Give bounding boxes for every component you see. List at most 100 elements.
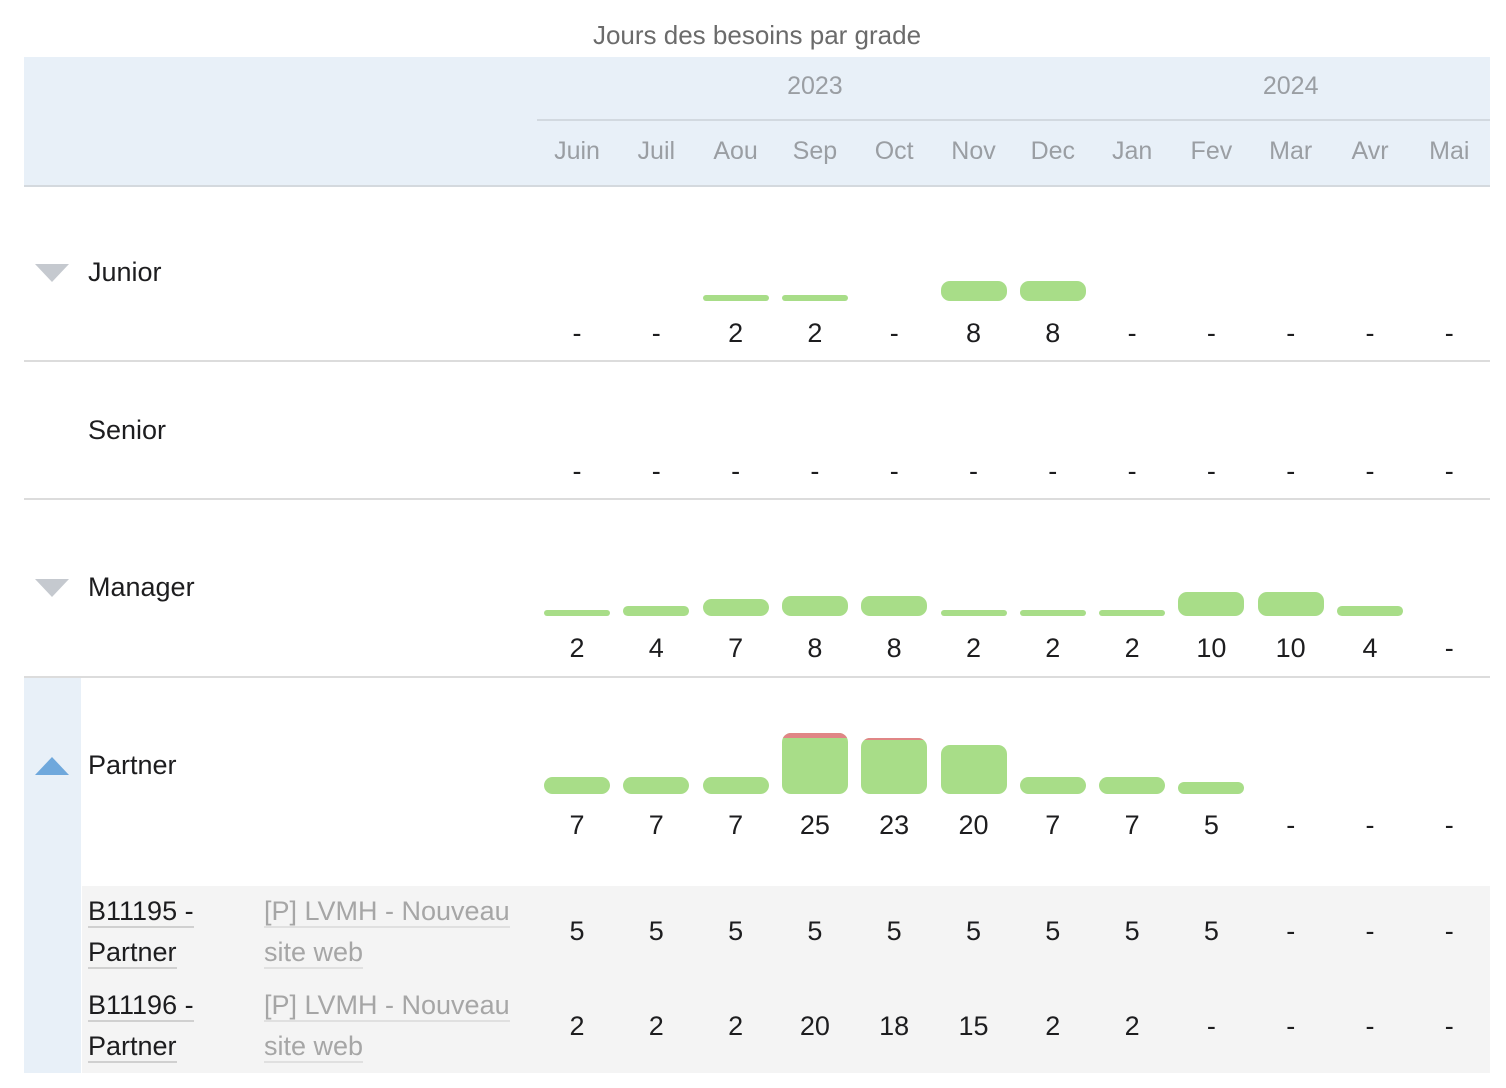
month-label: Dec	[1030, 137, 1076, 165]
value-label: 7	[728, 633, 744, 663]
value-label: -	[1365, 810, 1375, 840]
value-label: -	[572, 318, 582, 348]
subrow-value-label: -	[1444, 1011, 1454, 1041]
subrow-id-line1: B11195 -	[88, 896, 194, 928]
value-label: 10	[1275, 633, 1306, 663]
value-label: 25	[799, 810, 830, 840]
bar-manager-sep[interactable]	[781, 596, 848, 616]
subrow-id-b11195[interactable]: B11195 - Partner	[88, 891, 198, 973]
value-label: -	[1444, 318, 1454, 348]
month-label: Jan	[1111, 137, 1153, 165]
over-capacity-segment	[781, 732, 848, 738]
bar-partner-jan[interactable]	[1099, 776, 1166, 794]
value-label: 8	[807, 633, 823, 663]
subrow-project-link[interactable]: [P] LVMH - Nouveau site web	[264, 985, 532, 1067]
bar-partner-juil[interactable]	[623, 776, 690, 794]
value-label: 8	[965, 318, 982, 348]
value-label: -	[651, 318, 661, 348]
subrow-value-label: -	[1365, 1011, 1375, 1041]
value-label: 23	[879, 810, 910, 840]
bar-manager-nov[interactable]	[940, 610, 1007, 616]
subrow-value-label: 5	[728, 916, 744, 946]
subrow-value-label: 5	[1124, 916, 1140, 946]
value-label: -	[1286, 456, 1296, 486]
subrow-id-b11196[interactable]: B11196 - Partner	[88, 985, 198, 1067]
timeline-header	[24, 57, 1490, 187]
value-label: -	[889, 318, 899, 348]
row-divider	[24, 360, 1490, 362]
subrow-value-label: 5	[965, 916, 982, 946]
subrow-id-line2: Partner	[88, 1031, 177, 1063]
value-label: -	[1444, 456, 1454, 486]
bar-manager-dec[interactable]	[1019, 610, 1086, 616]
subrow-value-label: 2	[728, 1011, 744, 1041]
bar-manager-juin[interactable]	[544, 610, 610, 616]
subrow-value-label: 5	[569, 916, 585, 946]
bar-manager-jan[interactable]	[1099, 610, 1166, 616]
value-label: -	[1444, 810, 1454, 840]
value-label: 4	[1362, 633, 1378, 663]
value-label: -	[1206, 456, 1216, 486]
collapse-partner-icon[interactable]	[35, 757, 69, 775]
expanded-group-indicator	[24, 677, 81, 1073]
month-label: Juin	[554, 137, 600, 165]
subrow-value-label: 5	[886, 916, 902, 946]
bar-manager-avr[interactable]	[1337, 606, 1403, 616]
bar-junior-sep[interactable]	[781, 295, 848, 301]
chart-title: Jours des besoins par grade	[592, 20, 922, 50]
month-label: Aou	[713, 137, 758, 165]
row-divider	[24, 498, 1490, 500]
grade-label-manager: Manager	[88, 572, 195, 602]
year-label: 2023	[787, 72, 843, 100]
subrow-project-link[interactable]: [P] LVMH - Nouveau site web	[264, 891, 532, 973]
value-label: -	[889, 456, 899, 486]
value-label: -	[969, 456, 978, 486]
value-label: -	[1127, 318, 1137, 348]
year-label: 2024	[1262, 72, 1319, 100]
subrow-project-line1: [P] LVMH - Nouveau	[264, 990, 510, 1022]
bar-manager-fev[interactable]	[1178, 591, 1245, 616]
bar-partner-fev[interactable]	[1178, 781, 1245, 794]
bar-manager-juil[interactable]	[623, 606, 690, 616]
over-capacity-segment	[861, 737, 928, 741]
value-label: 2	[1045, 633, 1061, 663]
value-label: -	[1286, 318, 1296, 348]
value-label: 20	[958, 810, 989, 840]
bar-manager-oct[interactable]	[861, 596, 928, 616]
value-label: 7	[569, 810, 585, 840]
bar-partner-sep[interactable]	[781, 732, 848, 794]
bar-manager-mar[interactable]	[1257, 591, 1324, 616]
bar-junior-aou[interactable]	[702, 295, 769, 301]
bar-partner-aou[interactable]	[702, 776, 769, 794]
grade-label-junior: Junior	[88, 257, 162, 287]
subrow-value-label: -	[1286, 916, 1296, 946]
subrow-project-line2: site web	[264, 1031, 364, 1063]
value-label: 2	[728, 318, 744, 348]
expand-junior-icon[interactable]	[35, 264, 69, 282]
value-label: 8	[1045, 318, 1061, 348]
month-label: Fev	[1190, 137, 1233, 165]
month-label: Avr	[1351, 137, 1389, 165]
bar-junior-dec[interactable]	[1019, 281, 1086, 301]
bar-partner-dec[interactable]	[1019, 776, 1086, 794]
bar-partner-juin[interactable]	[544, 776, 610, 794]
subrow-value-label: 18	[879, 1011, 910, 1041]
bar-partner-oct[interactable]	[861, 737, 928, 794]
value-label: -	[1048, 456, 1058, 486]
bar-partner-nov[interactable]	[940, 745, 1007, 794]
subrow-value-label: -	[1444, 916, 1454, 946]
subrow-value-label: 15	[958, 1011, 989, 1041]
bar-junior-nov[interactable]	[940, 281, 1007, 301]
subrow-value-label: 5	[1203, 916, 1219, 946]
value-label: 7	[648, 810, 664, 840]
subrow-project-line2: site web	[264, 937, 364, 969]
value-label: 2	[807, 318, 823, 348]
expand-manager-icon[interactable]	[35, 579, 69, 597]
bar-manager-aou[interactable]	[702, 598, 769, 616]
month-label: Nov	[951, 137, 996, 165]
value-label: -	[651, 456, 661, 486]
subrow-value-label: 5	[1045, 916, 1061, 946]
value-label: -	[1365, 318, 1375, 348]
subrow-value-label: -	[1286, 1011, 1296, 1041]
value-label: 5	[1203, 810, 1219, 840]
